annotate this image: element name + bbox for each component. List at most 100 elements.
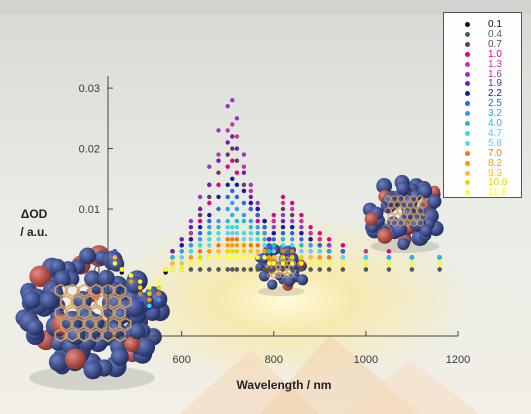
- data-point: [437, 261, 442, 266]
- data-point: [267, 243, 272, 248]
- legend-item: 9.3: [444, 168, 523, 179]
- data-point: [437, 267, 442, 272]
- data-point: [255, 218, 260, 224]
- data-point: [290, 261, 295, 266]
- legend-marker: [465, 130, 470, 136]
- data-point: [230, 98, 235, 103]
- series-8.2: [112, 243, 442, 302]
- data-point: [225, 218, 230, 224]
- data-point: [326, 255, 332, 260]
- data-point: [230, 146, 235, 151]
- data-point: [262, 243, 267, 248]
- data-point: [326, 249, 332, 254]
- legend-marker: [465, 51, 470, 57]
- data-point: [290, 225, 295, 230]
- data-point: [179, 255, 184, 260]
- data-point: [308, 249, 313, 254]
- data-point: [363, 255, 369, 260]
- legend-label: 7.0: [488, 147, 502, 159]
- series-0.4: [112, 255, 442, 308]
- data-point: [290, 218, 295, 224]
- x-tick-label: 600: [173, 354, 191, 366]
- data-point: [280, 243, 286, 248]
- series-2.5: [112, 188, 442, 314]
- data-point: [255, 237, 260, 242]
- data-point: [241, 182, 247, 187]
- data-point: [317, 255, 322, 260]
- data-point: [267, 249, 272, 254]
- data-point: [248, 243, 253, 248]
- data-point: [280, 255, 286, 260]
- data-point: [207, 164, 212, 169]
- legend-marker: [465, 91, 470, 97]
- data-point: [234, 237, 240, 242]
- data-point: [317, 243, 322, 248]
- legend-item: 3.2: [444, 108, 523, 119]
- data-point: [241, 188, 247, 194]
- data-point: [197, 237, 203, 242]
- data-point: [299, 237, 304, 242]
- data-point: [230, 225, 235, 230]
- data-point: [255, 206, 260, 212]
- data-point: [280, 200, 286, 206]
- data-point: [340, 255, 346, 260]
- legend-item: 4.7: [444, 128, 523, 139]
- data-point: [179, 249, 184, 254]
- data-point: [188, 231, 194, 236]
- data-point: [156, 297, 161, 302]
- data-point: [234, 116, 240, 121]
- data-point: [248, 267, 253, 272]
- data-point: [255, 200, 260, 206]
- legend-item: 10.6: [444, 177, 523, 188]
- data-point: [308, 225, 313, 230]
- legend-item: 2.5: [444, 98, 523, 109]
- data-point: [234, 218, 240, 224]
- data-point: [170, 267, 175, 272]
- data-point: [262, 249, 267, 254]
- data-point: [262, 267, 267, 272]
- data-point: [255, 267, 260, 272]
- data-point: [234, 182, 240, 187]
- data-point: [241, 218, 247, 224]
- data-point: [119, 267, 125, 272]
- data-point: [216, 194, 221, 200]
- data-point: [248, 249, 253, 254]
- data-point: [230, 122, 235, 127]
- data-point: [207, 200, 212, 206]
- data-point: [197, 267, 203, 272]
- data-point: [280, 267, 286, 272]
- data-point: [207, 225, 212, 230]
- data-point: [386, 255, 392, 260]
- series-0.7: [112, 146, 442, 314]
- y-tick-label: 0.02: [79, 144, 100, 156]
- series-1.3: [112, 122, 442, 314]
- data-point: [290, 249, 295, 254]
- legend-item: 5.8: [444, 138, 523, 149]
- data-point: [216, 218, 221, 224]
- data-point: [128, 273, 134, 278]
- legend-label: 4.7: [488, 127, 502, 139]
- data-point: [241, 170, 247, 175]
- series-2.2: [112, 176, 442, 314]
- data-point: [197, 194, 203, 200]
- data-point: [308, 231, 313, 236]
- data-point: [248, 218, 253, 224]
- data-point: [317, 261, 322, 266]
- legend-marker: [465, 160, 470, 166]
- data-point: [409, 261, 415, 266]
- series-7.0: [112, 237, 442, 302]
- series-10.6: [112, 249, 442, 296]
- data-point: [280, 194, 286, 200]
- data-point: [112, 261, 118, 266]
- data-point: [271, 243, 276, 248]
- data-point: [299, 231, 304, 236]
- data-point: [340, 267, 346, 272]
- data-point: [234, 194, 240, 200]
- data-point: [290, 212, 295, 218]
- data-point: [216, 267, 221, 272]
- legend-label: 3.2: [488, 108, 502, 120]
- x-tick-label: 1000: [354, 354, 378, 366]
- data-point: [230, 255, 235, 260]
- data-point: [308, 237, 313, 242]
- data-point: [216, 128, 221, 133]
